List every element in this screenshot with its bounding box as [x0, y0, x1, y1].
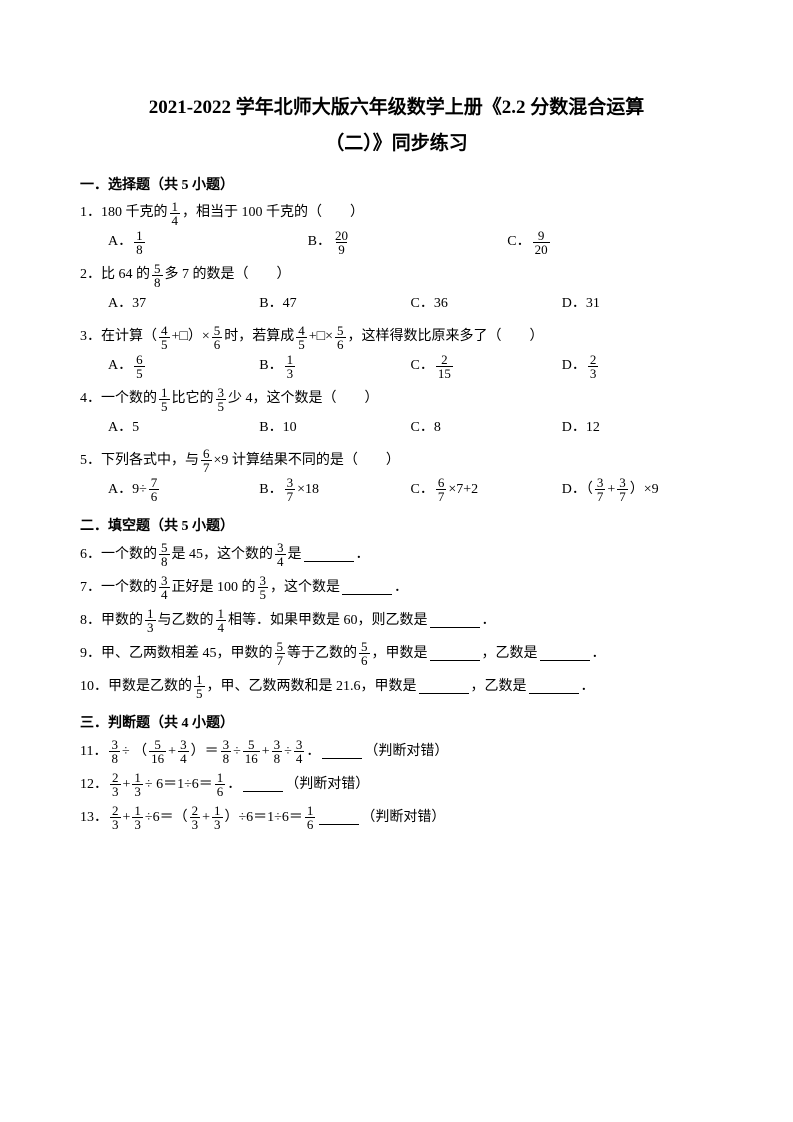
- question-1: 1．180 千克的 14 ，相当于 100 千克的（ ） A． 18 B． 20…: [80, 200, 713, 256]
- q8-blank: [430, 613, 480, 628]
- q4-option-b: B．10: [259, 415, 410, 442]
- q4-option-d: D．12: [562, 415, 713, 442]
- q1-option-c: C． 920: [507, 229, 707, 256]
- question-9: 9．甲、乙两数相差 45，甲数的 57 等于乙数的 56 ，甲数是 ，乙数是 ．: [80, 640, 713, 667]
- q3-option-b: B． 13: [259, 353, 410, 380]
- section-2-header: 二．填空题（共 5 小题）: [80, 515, 713, 535]
- q9-blank-2: [540, 646, 590, 661]
- q3-options: A． 65 B． 13 C． 215 D． 23: [80, 353, 713, 380]
- question-2: 2．比 64 的 58 多 7 的数是（ ） A．37 B．47 C．36 D．…: [80, 262, 713, 318]
- q1-options: A． 18 B． 209 C． 920: [80, 229, 713, 256]
- q12-blank: [243, 777, 283, 792]
- q10-blank-2: [529, 679, 579, 694]
- q5-options: A．9÷ 76 B． 37 ×18 C． 67 ×7+2 D．（ 37 + 37…: [80, 476, 713, 503]
- q2-option-d: D．31: [562, 291, 713, 318]
- q7-blank: [342, 580, 392, 595]
- question-11: 11． 38 ÷ （ 516 + 34 ）＝ 38 ÷ 516 + 38 ÷ 3…: [80, 738, 713, 765]
- question-5: 5．下列各式中，与 67 ×9 计算结果不同的是（ ） A．9÷ 76 B． 3…: [80, 447, 713, 503]
- question-7: 7．一个数的 34 正好是 100 的 35 ，这个数是 ．: [80, 574, 713, 601]
- q3-option-a: A． 65: [108, 353, 259, 380]
- q2-frac-1: 58: [152, 262, 163, 289]
- section-3-header: 三．判断题（共 4 小题）: [80, 712, 713, 732]
- question-10: 10．甲数是乙数的 15 ，甲、乙数两数和是 21.6，甲数是 ，乙数是 ．: [80, 673, 713, 700]
- q2-stem-b: 多 7 的数是（ ）: [165, 262, 291, 289]
- question-4: 4．一个数的 15 比它的 35 少 4，这个数是（ ） A．5 B．10 C．…: [80, 386, 713, 442]
- q5-option-d: D．（ 37 + 37 ）×9: [562, 476, 713, 503]
- q13-blank: [319, 810, 359, 825]
- question-13: 13． 23 + 13 ÷6＝（ 23 + 13 ）÷6＝1÷6＝ 16 （判断…: [80, 804, 713, 831]
- q11-blank: [322, 744, 362, 759]
- q5-option-c: C． 67 ×7+2: [411, 476, 562, 503]
- q2-option-c: C．36: [411, 291, 562, 318]
- q2-option-b: B．47: [259, 291, 410, 318]
- q1-option-a: A． 18: [108, 229, 308, 256]
- q5-option-a: A．9÷ 76: [108, 476, 259, 503]
- section-1-header: 一．选择题（共 5 小题）: [80, 174, 713, 194]
- q9-blank-1: [430, 646, 480, 661]
- question-6: 6．一个数的 58 是 45，这个数的 34 是 ．: [80, 541, 713, 568]
- q2-options: A．37 B．47 C．36 D．31: [80, 291, 713, 318]
- question-12: 12． 23 + 13 ÷ 6＝1÷6＝ 16 ． （判断对错）: [80, 771, 713, 798]
- question-8: 8．甲数的 13 与乙数的 14 相等．如果甲数是 60，则乙数是 ．: [80, 607, 713, 634]
- q1-frac-1: 14: [170, 200, 181, 227]
- q3-option-d: D． 23: [562, 353, 713, 380]
- q2-stem-a: 2．比 64 的: [80, 262, 150, 289]
- q4-options: A．5 B．10 C．8 D．12: [80, 415, 713, 442]
- q5-option-b: B． 37 ×18: [259, 476, 410, 503]
- q1-stem-a: 1．180 千克的: [80, 200, 168, 227]
- q1-stem-b: ，相当于 100 千克的（ ）: [182, 200, 364, 227]
- main-title-line1: 2021-2022 学年北师大版六年级数学上册《2.2 分数混合运算: [80, 90, 713, 126]
- q1-option-b: B． 209: [308, 229, 508, 256]
- q3-option-c: C． 215: [411, 353, 562, 380]
- q6-blank: [304, 547, 354, 562]
- page: 2021-2022 学年北师大版六年级数学上册《2.2 分数混合运算 （二）》同…: [0, 0, 793, 1122]
- q4-option-a: A．5: [108, 415, 259, 442]
- question-3: 3．在计算（ 45 +□）× 56 时，若算成 45 +□× 56 ，这样得数比…: [80, 324, 713, 380]
- main-title-line2: （二）》同步练习: [80, 126, 713, 162]
- q2-option-a: A．37: [108, 291, 259, 318]
- q10-blank-1: [419, 679, 469, 694]
- q4-option-c: C．8: [411, 415, 562, 442]
